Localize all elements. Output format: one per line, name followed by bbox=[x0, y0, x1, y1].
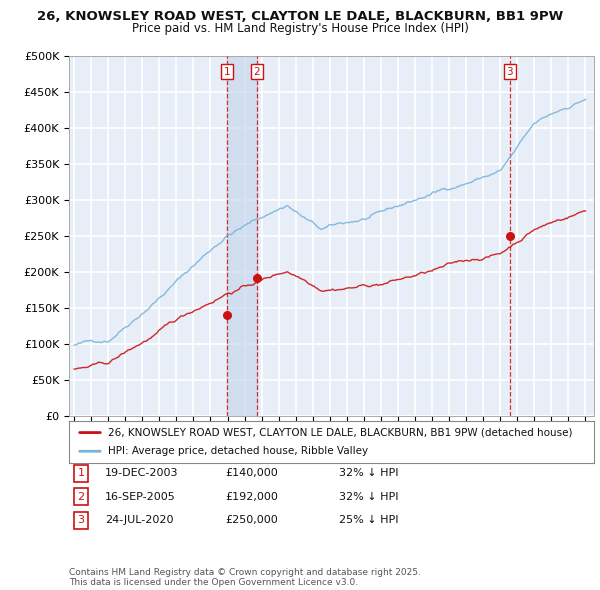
Text: £250,000: £250,000 bbox=[225, 516, 278, 525]
Text: Contains HM Land Registry data © Crown copyright and database right 2025.
This d: Contains HM Land Registry data © Crown c… bbox=[69, 568, 421, 587]
Text: £192,000: £192,000 bbox=[225, 492, 278, 502]
Point bbox=[505, 231, 514, 241]
Text: Price paid vs. HM Land Registry's House Price Index (HPI): Price paid vs. HM Land Registry's House … bbox=[131, 22, 469, 35]
Text: 24-JUL-2020: 24-JUL-2020 bbox=[105, 516, 173, 525]
Point bbox=[222, 310, 232, 320]
Point bbox=[252, 273, 262, 283]
Text: 1: 1 bbox=[224, 67, 230, 77]
Text: 32% ↓ HPI: 32% ↓ HPI bbox=[339, 492, 398, 502]
Text: 1: 1 bbox=[77, 468, 85, 478]
Bar bbox=[227, 56, 257, 416]
Text: 16-SEP-2005: 16-SEP-2005 bbox=[105, 492, 176, 502]
Text: 32% ↓ HPI: 32% ↓ HPI bbox=[339, 468, 398, 478]
Text: 3: 3 bbox=[77, 516, 85, 525]
Text: 19-DEC-2003: 19-DEC-2003 bbox=[105, 468, 179, 478]
Text: 2: 2 bbox=[253, 67, 260, 77]
Text: 25% ↓ HPI: 25% ↓ HPI bbox=[339, 516, 398, 525]
Text: 26, KNOWSLEY ROAD WEST, CLAYTON LE DALE, BLACKBURN, BB1 9PW (detached house): 26, KNOWSLEY ROAD WEST, CLAYTON LE DALE,… bbox=[109, 428, 573, 438]
Text: 3: 3 bbox=[506, 67, 513, 77]
Text: 2: 2 bbox=[77, 492, 85, 502]
Text: HPI: Average price, detached house, Ribble Valley: HPI: Average price, detached house, Ribb… bbox=[109, 446, 368, 456]
Text: 26, KNOWSLEY ROAD WEST, CLAYTON LE DALE, BLACKBURN, BB1 9PW: 26, KNOWSLEY ROAD WEST, CLAYTON LE DALE,… bbox=[37, 10, 563, 23]
Text: £140,000: £140,000 bbox=[225, 468, 278, 478]
